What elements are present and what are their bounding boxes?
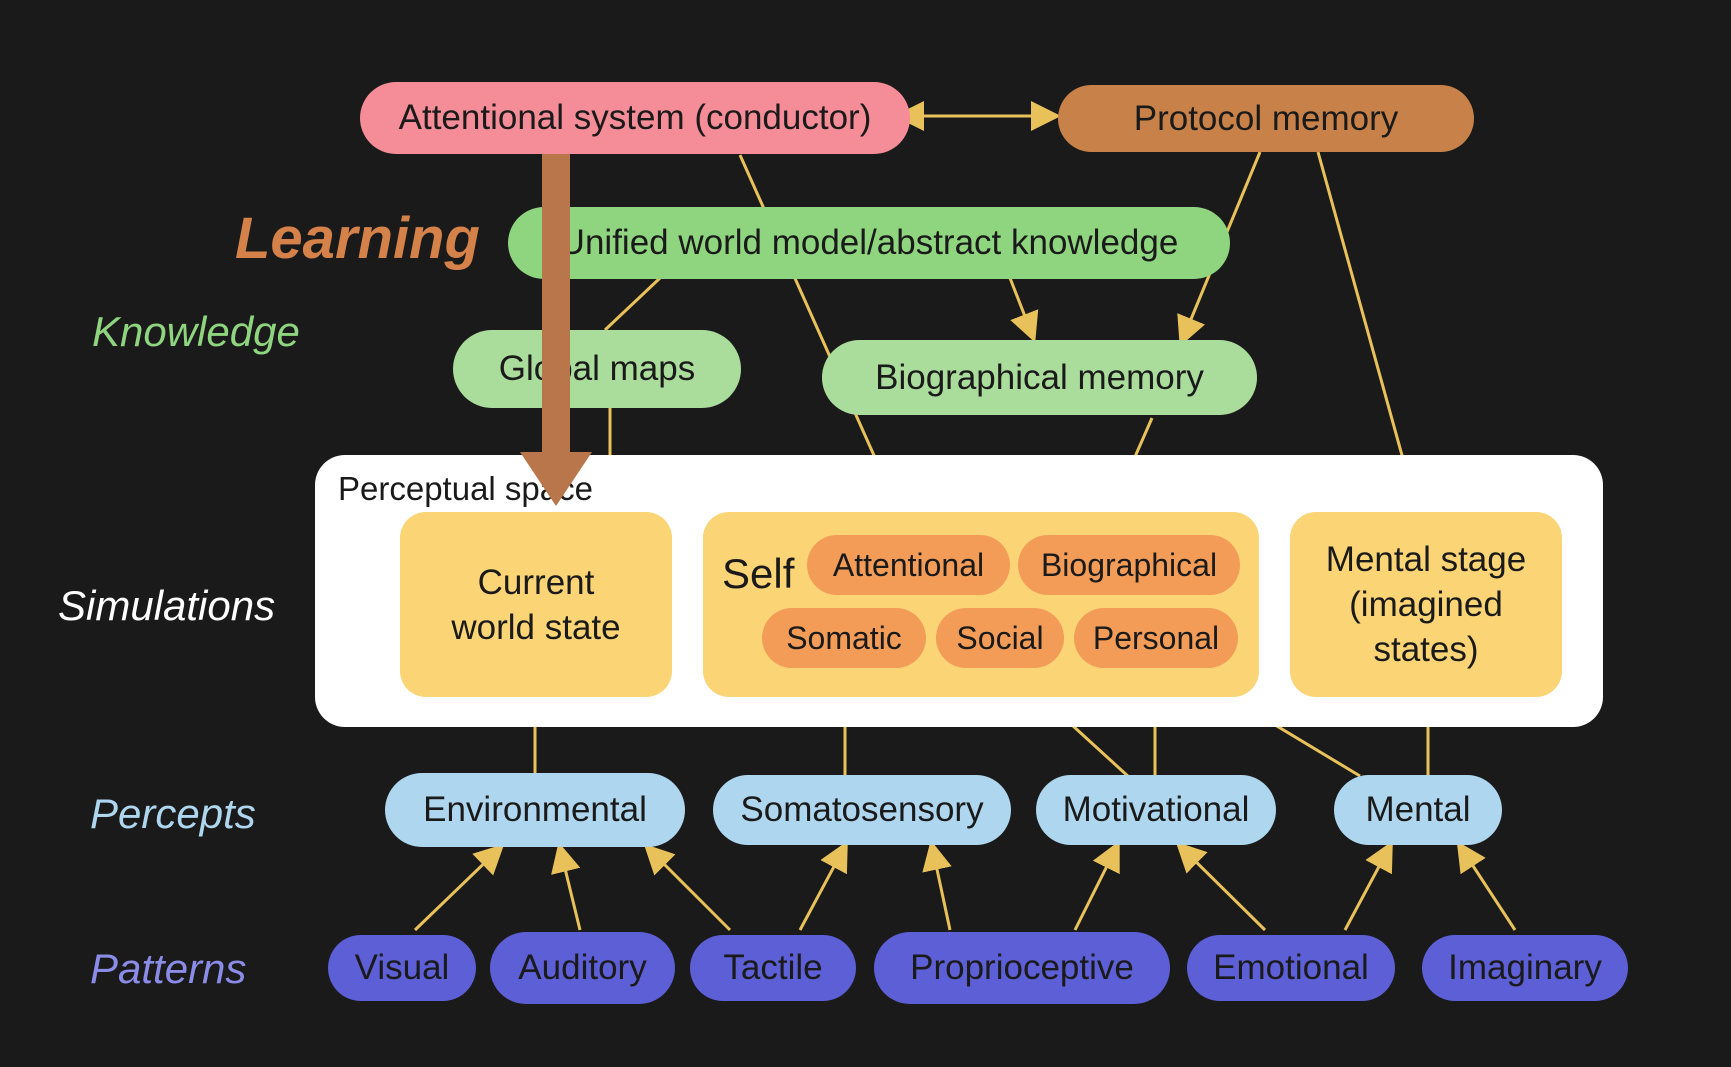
current-world-state-box: Current world state	[400, 512, 672, 697]
pattern-visual: Visual	[328, 935, 476, 1001]
link-worldmodel-biomemory	[1008, 277, 1039, 343]
pattern-emotional: Emotional	[1187, 935, 1395, 1001]
link-imaginary-mental	[1456, 840, 1517, 931]
percept-motivational: Motivational	[1036, 775, 1276, 845]
link-tactile-environmental	[643, 843, 732, 932]
self-item-social: Social	[936, 608, 1064, 668]
learning-arrow	[520, 154, 592, 506]
self-item-personal: Personal	[1074, 608, 1238, 668]
link-proprio-somato	[922, 840, 952, 931]
percept-mental: Mental	[1334, 775, 1502, 845]
self-item-somatic: Somatic	[762, 608, 926, 668]
self-label: Self	[722, 550, 795, 597]
attentional-system-node: Attentional system (conductor)	[360, 82, 910, 154]
row-label-knowledge: Knowledge	[92, 308, 300, 355]
link-emotional-motivational	[1175, 841, 1267, 932]
pattern-imaginary: Imaginary	[1422, 935, 1628, 1001]
global-maps-node: Global maps	[453, 330, 741, 408]
link-proprio-motivational	[1073, 840, 1120, 931]
pattern-auditory: Auditory	[490, 932, 675, 1004]
self-item-attentional: Attentional	[807, 535, 1010, 595]
row-label-simulations: Simulations	[58, 582, 276, 629]
percept-environmental: Environmental	[385, 773, 685, 847]
mental-stage-box: Mental stage (imagined states)	[1290, 512, 1562, 697]
row-label-learning: Learning	[235, 206, 480, 271]
link-visual-environmental	[413, 843, 505, 932]
pattern-proprioceptive: Proprioceptive	[874, 932, 1170, 1004]
link-worldmodel-globalmaps	[603, 276, 662, 332]
link-tactile-somato	[798, 840, 848, 931]
percept-somatosensory: Somatosensory	[713, 775, 1011, 845]
row-label-patterns: Patterns	[90, 945, 247, 992]
link-emotional-mental	[1343, 840, 1393, 931]
pattern-tactile: Tactile	[690, 935, 856, 1001]
self-item-biographical: Biographical	[1018, 535, 1240, 595]
link-protocol-mentalstage	[1316, 151, 1422, 501]
link-auditory-environmental	[551, 842, 582, 931]
row-label-percepts: Percepts	[90, 790, 256, 837]
protocol-memory-node: Protocol memory	[1058, 85, 1474, 152]
world-model-node: Unified world model/abstract knowledge	[508, 207, 1230, 279]
biographical-memory-node: Biographical memory	[822, 340, 1257, 415]
